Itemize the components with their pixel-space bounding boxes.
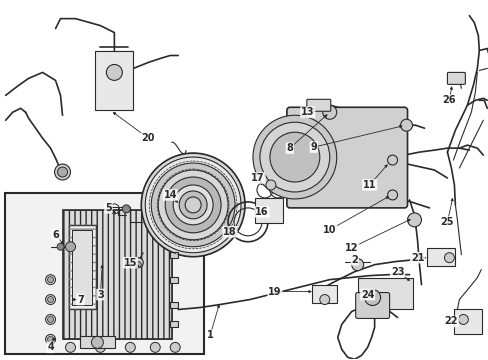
Circle shape [407, 213, 421, 227]
Text: 21: 21 [410, 253, 424, 263]
Text: 20: 20 [141, 133, 155, 143]
Circle shape [351, 259, 363, 271]
Text: 13: 13 [301, 107, 314, 117]
Circle shape [45, 315, 56, 324]
Circle shape [150, 342, 160, 352]
Text: 25: 25 [440, 217, 453, 227]
Bar [68, 225, 96, 310]
Circle shape [47, 336, 53, 342]
Circle shape [364, 289, 380, 306]
Circle shape [260, 122, 329, 192]
Bar [427, 248, 454, 266]
Circle shape [170, 342, 180, 352]
Bar [62, 210, 172, 339]
Text: 17: 17 [251, 173, 264, 183]
Bar [170, 321, 178, 328]
Text: 15: 15 [123, 258, 137, 268]
Text: 4: 4 [47, 342, 54, 352]
Circle shape [125, 342, 135, 352]
Bar [170, 302, 178, 307]
Circle shape [133, 258, 143, 268]
Circle shape [444, 253, 453, 263]
Circle shape [57, 243, 64, 250]
FancyBboxPatch shape [447, 72, 465, 84]
Text: 26: 26 [442, 95, 455, 105]
Text: 12: 12 [344, 243, 358, 253]
Circle shape [387, 155, 397, 165]
Text: 23: 23 [390, 267, 404, 276]
Circle shape [47, 297, 53, 302]
Circle shape [150, 217, 160, 227]
Text: 9: 9 [310, 142, 317, 152]
Bar [68, 225, 96, 310]
Text: 2: 2 [350, 255, 357, 265]
Circle shape [322, 105, 336, 119]
Circle shape [158, 170, 227, 240]
FancyBboxPatch shape [355, 293, 389, 319]
Circle shape [145, 157, 241, 253]
Bar [170, 227, 178, 233]
Text: 8: 8 [286, 143, 293, 153]
Bar [311, 285, 336, 302]
Circle shape [179, 191, 207, 219]
Circle shape [47, 276, 53, 283]
Circle shape [163, 235, 173, 245]
Bar [72, 230, 92, 305]
FancyBboxPatch shape [306, 99, 330, 111]
Circle shape [151, 163, 235, 247]
Bar [5, 193, 203, 354]
Circle shape [135, 262, 141, 268]
Circle shape [106, 64, 122, 80]
Text: 6: 6 [52, 230, 59, 240]
Circle shape [122, 205, 130, 213]
Circle shape [45, 275, 56, 285]
Circle shape [185, 197, 201, 213]
Text: 11: 11 [362, 180, 376, 190]
Bar [357, 278, 412, 310]
Text: 22: 22 [444, 316, 457, 327]
Circle shape [91, 336, 103, 348]
Text: 24: 24 [360, 289, 374, 300]
Bar [170, 276, 178, 283]
Text: 7: 7 [77, 294, 83, 305]
Bar [62, 210, 172, 339]
Circle shape [65, 242, 75, 252]
Circle shape [95, 342, 105, 352]
Circle shape [55, 164, 70, 180]
Text: 5: 5 [105, 203, 112, 213]
FancyBboxPatch shape [286, 107, 407, 208]
Circle shape [400, 119, 412, 131]
Circle shape [457, 315, 468, 324]
Text: 3: 3 [97, 289, 103, 300]
Circle shape [387, 190, 397, 200]
Text: 16: 16 [255, 207, 268, 217]
Bar [170, 252, 178, 258]
Bar [254, 198, 283, 223]
Text: 14: 14 [163, 190, 177, 200]
Circle shape [252, 115, 336, 199]
Circle shape [65, 342, 75, 352]
Text: 1: 1 [206, 330, 213, 341]
Circle shape [47, 316, 53, 323]
Circle shape [269, 132, 319, 182]
Text: 18: 18 [223, 227, 236, 237]
Bar [81, 336, 115, 348]
Circle shape [319, 294, 329, 305]
Circle shape [141, 153, 244, 257]
Circle shape [165, 177, 221, 233]
Bar [95, 50, 133, 110]
Text: 19: 19 [267, 287, 281, 297]
Circle shape [45, 294, 56, 305]
Circle shape [45, 334, 56, 345]
Circle shape [173, 185, 213, 225]
Text: 10: 10 [323, 225, 336, 235]
Circle shape [265, 180, 275, 190]
Circle shape [58, 167, 67, 177]
Bar [453, 310, 481, 334]
